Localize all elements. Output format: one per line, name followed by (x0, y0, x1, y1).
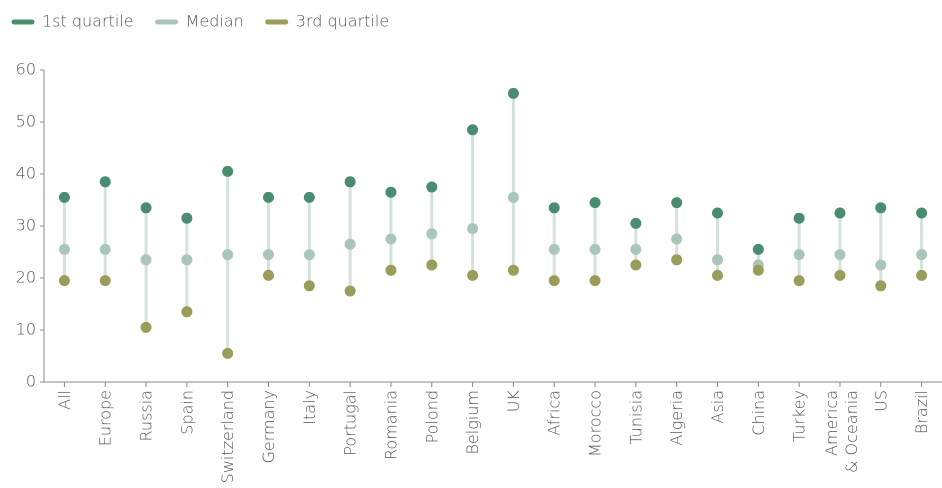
dot (140, 321, 152, 333)
dot (99, 176, 111, 188)
x-tick-label: Polond (422, 390, 441, 443)
dot (181, 306, 193, 318)
dot (344, 176, 356, 188)
dot (548, 243, 560, 255)
x-tick-label: Algeria (667, 390, 686, 446)
x-tick-label: Italy (300, 390, 319, 425)
x-tick-label: US (871, 390, 890, 412)
dot (385, 186, 397, 198)
legend-label: Median (186, 12, 244, 31)
dot (548, 275, 560, 287)
dot (793, 212, 805, 224)
dot (303, 249, 315, 261)
dot (916, 249, 928, 261)
x-tick-label: Tunisia (626, 390, 645, 445)
dot (426, 228, 438, 240)
dot (181, 212, 193, 224)
dot (630, 243, 642, 255)
dot (303, 191, 315, 203)
dot (222, 347, 234, 359)
y-tick-label: 50 (16, 112, 36, 131)
x-tick-label: Switzerland (218, 390, 237, 483)
dot (712, 269, 723, 281)
y-tick-label: 60 (16, 60, 36, 79)
x-tick-label: Spain (177, 390, 196, 435)
dot (671, 254, 683, 266)
x-tick-label: Belgium (463, 390, 482, 455)
x-tick-label: UK (504, 389, 523, 412)
dot (58, 191, 70, 203)
dot (589, 197, 601, 209)
y-tick-label: 20 (16, 268, 36, 287)
dot (426, 181, 438, 193)
dot (834, 249, 846, 261)
dot (99, 243, 111, 255)
dot (793, 249, 805, 261)
legend-label: 1st quartile (42, 12, 134, 31)
dot (916, 269, 928, 281)
dot (671, 197, 683, 209)
dot (140, 202, 152, 214)
x-tick-label: Morocco (586, 390, 605, 457)
y-tick-label: 10 (16, 320, 36, 339)
legend-label: 3rd quartile (296, 12, 389, 31)
dot (589, 275, 601, 287)
dot (181, 254, 193, 266)
dot (752, 264, 764, 276)
dot (426, 259, 438, 271)
x-tick-label: America& Oceania (821, 390, 860, 473)
dot (263, 191, 274, 203)
dot (875, 259, 887, 271)
y-tick-label: 30 (16, 216, 36, 235)
dot (548, 202, 560, 214)
dot (263, 269, 274, 281)
x-tick-label: Turkey (790, 390, 809, 442)
x-tick-label: Brazil (912, 390, 931, 434)
dot (875, 202, 887, 214)
dot (344, 238, 356, 250)
dot (344, 285, 356, 297)
dot (303, 280, 315, 292)
dot (140, 254, 152, 266)
dot (793, 275, 805, 287)
x-tick-label: Romania (381, 390, 400, 460)
dot (467, 269, 479, 281)
dot (671, 233, 683, 245)
dot (875, 280, 887, 292)
dot (916, 207, 928, 219)
dot (58, 275, 70, 287)
x-tick-label: Asia (708, 390, 727, 424)
dot (630, 217, 642, 229)
y-tick-label: 40 (16, 164, 36, 183)
dot (385, 233, 397, 245)
dot (507, 87, 519, 99)
dot (507, 191, 519, 203)
dot (752, 243, 764, 255)
x-tick-label: China (749, 390, 768, 436)
x-tick-label: Africa (545, 390, 564, 436)
dot (834, 207, 846, 219)
x-tick-label: Portugal (341, 390, 360, 456)
dot (834, 269, 846, 281)
dot (712, 207, 723, 219)
y-tick-label: 0 (26, 372, 36, 391)
x-tick-label: All (55, 390, 74, 410)
x-tick-label: Russia (137, 390, 156, 441)
dot (630, 259, 642, 271)
dot (589, 243, 601, 255)
dot (385, 264, 397, 276)
x-tick-label: Germany (259, 390, 278, 464)
dot (712, 254, 723, 266)
dot (467, 124, 479, 136)
dot (58, 243, 70, 255)
dot (99, 275, 111, 287)
dot (222, 249, 234, 261)
dot (507, 264, 519, 276)
dot (467, 223, 479, 235)
dot (263, 249, 274, 261)
dot (222, 165, 234, 177)
x-tick-label: Europe (96, 390, 115, 446)
